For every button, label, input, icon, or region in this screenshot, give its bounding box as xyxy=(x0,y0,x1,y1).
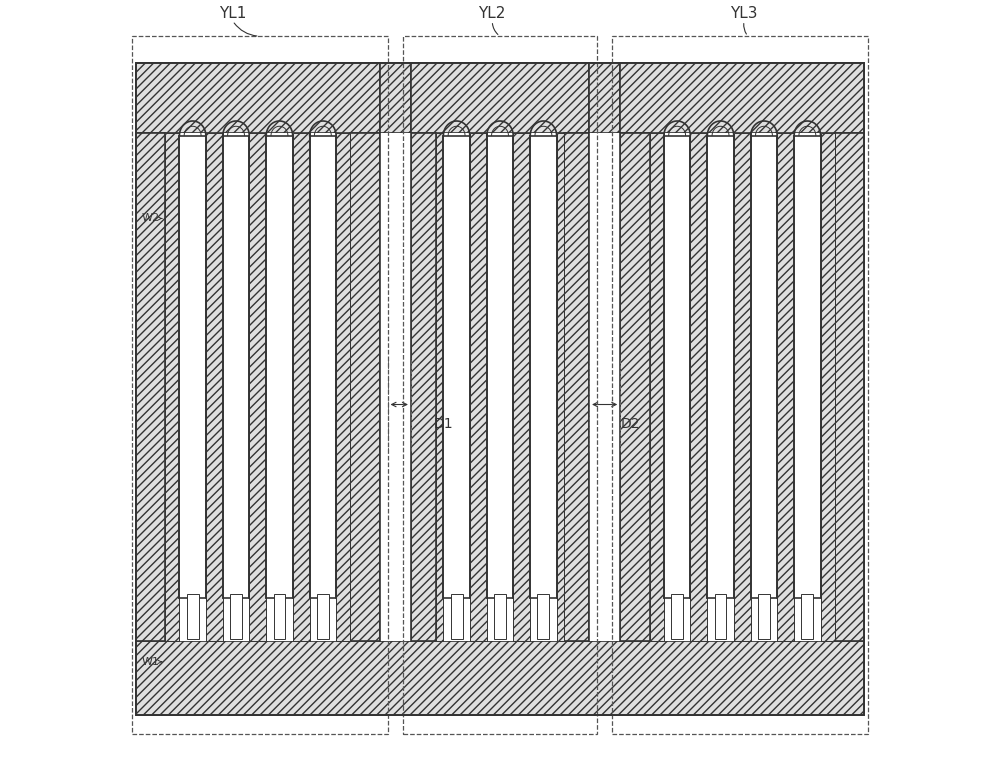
Bar xyxy=(223,135,249,598)
Text: W2: W2 xyxy=(142,213,160,223)
Bar xyxy=(165,133,179,641)
Bar xyxy=(612,37,868,734)
Text: W1: W1 xyxy=(142,657,160,667)
Bar xyxy=(494,594,506,640)
Bar xyxy=(136,641,864,715)
Bar xyxy=(436,133,443,641)
Bar xyxy=(403,37,597,734)
Bar xyxy=(411,133,436,641)
Bar xyxy=(266,135,293,598)
Bar xyxy=(530,135,557,598)
Bar xyxy=(443,135,470,598)
Bar xyxy=(165,133,350,641)
Bar xyxy=(317,594,329,640)
Bar xyxy=(734,133,751,641)
Bar xyxy=(350,133,380,641)
Bar xyxy=(589,63,620,133)
Text: YL3: YL3 xyxy=(730,5,758,20)
Bar xyxy=(411,63,589,133)
Text: YL1: YL1 xyxy=(219,5,246,20)
Bar xyxy=(136,63,864,715)
Bar xyxy=(380,63,411,133)
Bar xyxy=(564,133,589,641)
Bar xyxy=(620,133,650,641)
Bar xyxy=(794,135,821,598)
Bar xyxy=(293,133,310,641)
Bar xyxy=(249,133,266,641)
Bar xyxy=(690,133,707,641)
Bar xyxy=(715,594,726,640)
Bar xyxy=(380,133,411,641)
Bar xyxy=(206,133,223,641)
Bar xyxy=(136,133,165,641)
Bar xyxy=(274,594,285,640)
Bar xyxy=(336,133,350,641)
Bar xyxy=(487,135,513,598)
Bar xyxy=(777,133,794,641)
Bar xyxy=(451,594,463,640)
Bar xyxy=(136,63,864,715)
Bar xyxy=(707,135,734,598)
Bar xyxy=(801,594,813,640)
Bar xyxy=(835,133,864,641)
Bar xyxy=(310,135,336,598)
Bar xyxy=(179,135,206,598)
Bar xyxy=(751,135,777,598)
Bar xyxy=(589,133,620,641)
Bar xyxy=(470,133,487,641)
Bar xyxy=(230,594,242,640)
Bar xyxy=(436,133,564,641)
Bar xyxy=(136,63,380,133)
Bar xyxy=(650,133,664,641)
Text: YL2: YL2 xyxy=(479,5,506,20)
Text: D1: D1 xyxy=(434,417,453,431)
Bar xyxy=(650,133,835,641)
Bar xyxy=(513,133,530,641)
Bar xyxy=(620,63,864,133)
Bar xyxy=(758,594,770,640)
Text: D2: D2 xyxy=(620,417,640,431)
Bar xyxy=(132,37,388,734)
Bar xyxy=(537,594,549,640)
Bar xyxy=(821,133,835,641)
Bar xyxy=(664,135,690,598)
Bar xyxy=(187,594,199,640)
Bar xyxy=(671,594,683,640)
Bar xyxy=(557,133,564,641)
